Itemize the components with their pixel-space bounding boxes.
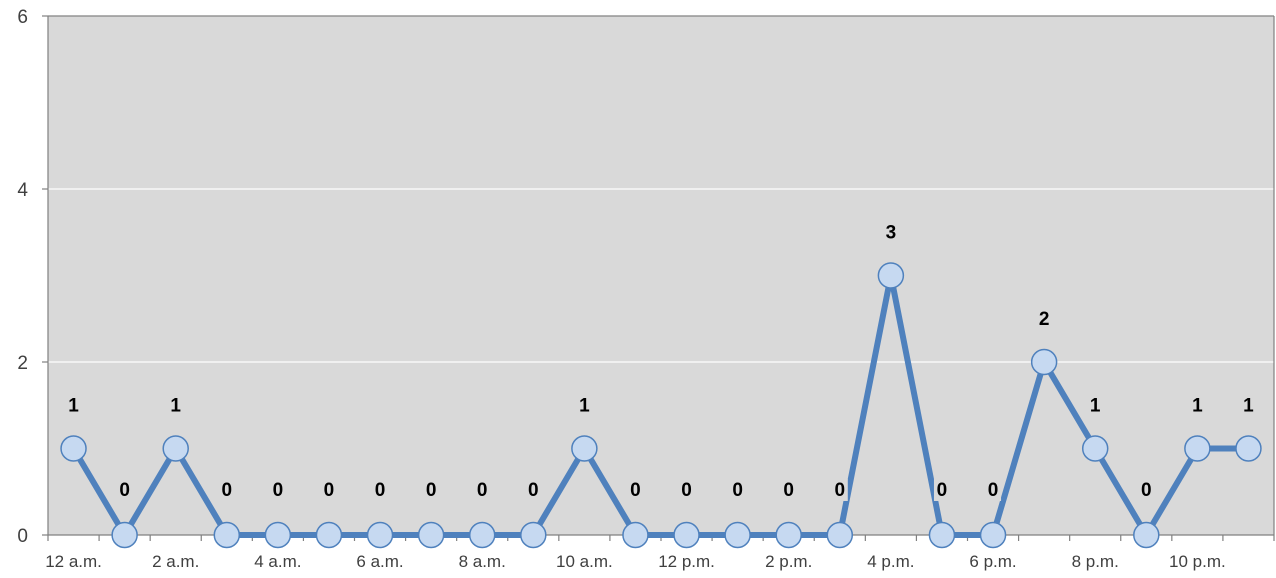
data-labels: 1 0 1 0 0 0 0 0 0 0 1 0 0 0 0 0 3 0 0 2 1 0 1 1 [65,221,1257,501]
data-label-background [780,479,797,501]
x-tick-label: 10 a.m. [556,552,613,571]
y-tick-label: 6 [17,7,28,28]
data-label: 0 [937,480,948,501]
data-point [775,521,802,549]
data-point [928,521,956,549]
data-label: 0 [988,480,999,501]
x-axis-tick-labels: 12 a.m. 2 a.m. 4 a.m. 6 a.m. 8 a.m. 10 a.m. 12… [45,552,1226,571]
data-point [673,521,700,549]
data-label-background [320,479,337,501]
data-point [1030,348,1058,376]
data-point [877,262,905,289]
data-label: 1 [170,396,181,417]
data-label: 3 [886,223,897,244]
data-label-background [576,394,593,417]
data-point [571,435,598,462]
data-point [1235,435,1262,462]
data-label-background [678,479,695,501]
data-label: 1 [579,396,590,417]
data-point [1081,435,1109,462]
data-label-background [474,479,491,501]
data-point [213,521,241,549]
data-point [264,521,292,549]
data-point [826,521,854,549]
data-label-background [1036,308,1053,330]
data-label-background [882,221,899,244]
x-tick-label: 6 a.m. [356,552,403,571]
data-label: 0 [273,480,284,501]
x-tick-label: 2 a.m. [152,552,199,571]
data-label-background [167,394,184,417]
x-tick-label: 12 p.m. [658,552,715,571]
data-label: 0 [528,480,539,501]
data-point [1184,435,1211,462]
data-label: 0 [783,480,794,501]
data-label: 1 [1192,396,1203,417]
data-label-background [985,479,1002,501]
data-label-background [1189,394,1206,417]
data-label: 1 [1243,396,1254,417]
data-label: 0 [630,480,641,501]
y-tick-label: 2 [17,353,28,374]
data-label: 0 [222,480,233,501]
data-label-background [1138,479,1155,501]
data-points [60,262,1262,549]
y-axis-tick-labels: 0 2 4 6 [17,7,28,547]
data-point [979,521,1007,549]
data-label-background [423,479,440,501]
data-label: 0 [681,480,692,501]
data-point [1133,521,1160,549]
data-label-background [65,394,82,417]
x-tick-label: 4 p.m. [867,552,914,571]
data-point [60,435,87,462]
data-point [315,521,343,549]
data-label: 0 [375,480,386,501]
data-label-background [729,479,746,501]
x-tick-label: 6 p.m. [969,552,1016,571]
x-tick-label: 8 p.m. [1072,552,1119,571]
axes [42,15,1275,541]
x-tick-label: 8 a.m. [459,552,506,571]
data-point [162,435,189,462]
data-label: 1 [68,396,79,417]
x-tick-label: 4 a.m. [254,552,301,571]
data-point [724,521,751,549]
data-label: 2 [1039,309,1050,330]
plot-background [48,16,1274,535]
data-point [468,521,496,549]
data-label: 0 [732,480,743,501]
data-label-background [1240,394,1257,417]
data-point [622,521,649,549]
data-label-background [218,479,235,501]
data-label-background [269,479,286,501]
data-label: 0 [119,480,130,501]
data-label: 0 [477,480,488,501]
data-label-background [627,479,644,501]
data-point [366,521,394,549]
data-label-background [372,479,389,501]
data-label: 0 [1141,480,1152,501]
data-label-background [525,479,542,501]
data-label-background [116,479,133,501]
x-tick-label: 2 p.m. [765,552,812,571]
x-tick-label: 12 a.m. [45,552,102,571]
data-label: 0 [324,480,335,501]
data-label: 0 [426,480,437,501]
data-point [417,521,445,549]
y-tick-label: 4 [17,180,28,201]
data-point [111,521,138,549]
x-tick-label: 10 p.m. [1169,552,1226,571]
data-label-background [831,479,848,501]
data-label: 0 [835,480,846,501]
data-point [520,521,547,549]
data-label-background [1087,394,1104,417]
y-tick-label: 0 [17,526,28,547]
plot-area [48,16,1274,535]
data-label-background [933,479,950,501]
data-label: 1 [1090,396,1101,417]
